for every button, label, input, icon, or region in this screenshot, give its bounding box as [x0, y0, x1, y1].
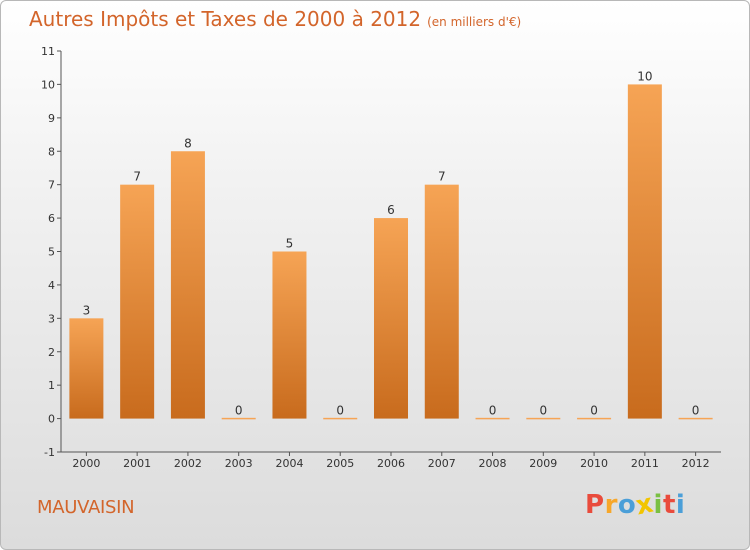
- data-label: 5: [286, 237, 294, 251]
- y-tick-label: 2: [48, 346, 55, 359]
- bar: [577, 417, 612, 420]
- data-label: 8: [184, 136, 192, 150]
- y-tick-label: 5: [48, 246, 55, 259]
- y-tick-label: 10: [41, 78, 55, 91]
- x-tick-label: 2002: [174, 457, 202, 470]
- y-tick-label: -1: [44, 446, 55, 459]
- y-tick-label: 9: [48, 112, 55, 125]
- bar: [69, 318, 104, 419]
- x-tick-label: 2000: [72, 457, 100, 470]
- x-tick-label: 2003: [225, 457, 253, 470]
- y-tick-label: 0: [48, 413, 55, 426]
- y-tick-label: 8: [48, 145, 55, 158]
- bar: [678, 417, 713, 420]
- logo-letter: t: [662, 490, 676, 520]
- y-tick-label: 11: [41, 45, 55, 58]
- data-label: 10: [637, 69, 652, 83]
- data-label: 6: [387, 203, 395, 217]
- x-tick-label: 2009: [529, 457, 557, 470]
- data-label: 0: [692, 404, 700, 418]
- logo-letter: r: [604, 490, 618, 520]
- x-tick-label: 2010: [580, 457, 608, 470]
- bar: [120, 184, 155, 419]
- y-tick-label: 4: [48, 279, 55, 292]
- bar: [221, 417, 256, 420]
- x-tick-label: 2011: [631, 457, 659, 470]
- logo-letter: o: [617, 490, 637, 520]
- x-tick-label: 2008: [479, 457, 507, 470]
- data-label: 0: [489, 404, 497, 418]
- logo-letter: i: [675, 490, 686, 520]
- data-label: 3: [83, 303, 91, 317]
- data-label: 7: [133, 170, 141, 184]
- chart-subtitle: (en milliers d'€): [427, 15, 522, 29]
- x-tick-label: 2006: [377, 457, 405, 470]
- chart-title-text: Autres Impôts et Taxes de 2000 à 2012: [29, 7, 422, 31]
- data-label: 0: [539, 404, 547, 418]
- x-tick-label: 2005: [326, 457, 354, 470]
- bars: [69, 84, 713, 420]
- logo-letter: P: [585, 490, 605, 520]
- bar: [170, 151, 205, 419]
- x-tick-label: 2001: [123, 457, 151, 470]
- chart-title: Autres Impôts et Taxes de 2000 à 2012 (en…: [29, 7, 521, 31]
- y-tick-label: 3: [48, 312, 55, 325]
- y-tick-label: 7: [48, 179, 55, 192]
- bar: [323, 417, 358, 420]
- proxiti-logo: Proxiti: [585, 489, 686, 522]
- x-tick-label: 2004: [275, 457, 303, 470]
- x-tick-label: 2012: [682, 457, 710, 470]
- commune-name: MAUVAISIN: [37, 497, 135, 518]
- bar: [627, 84, 662, 419]
- data-label: 7: [438, 170, 446, 184]
- data-labels: 3 7 8 0 5 0 6 7 0 0 0 10 0: [83, 69, 700, 417]
- data-label: 0: [235, 404, 243, 418]
- y-tick-label: 6: [48, 212, 55, 225]
- x-tick-label: 2007: [428, 457, 456, 470]
- data-label: 0: [590, 404, 598, 418]
- data-label: 0: [336, 404, 344, 418]
- axes: -1 0 1 2 3 4 5 6 7 8 9 10 11 2000 2001 2002 2003 2004 2005…: [41, 45, 721, 470]
- bar: [526, 417, 561, 420]
- bar: [374, 218, 408, 419]
- bar: [424, 184, 459, 419]
- bar: [475, 417, 510, 420]
- y-tick-label: 1: [48, 379, 55, 392]
- logo-letter: i: [653, 490, 663, 520]
- bar: [272, 251, 307, 419]
